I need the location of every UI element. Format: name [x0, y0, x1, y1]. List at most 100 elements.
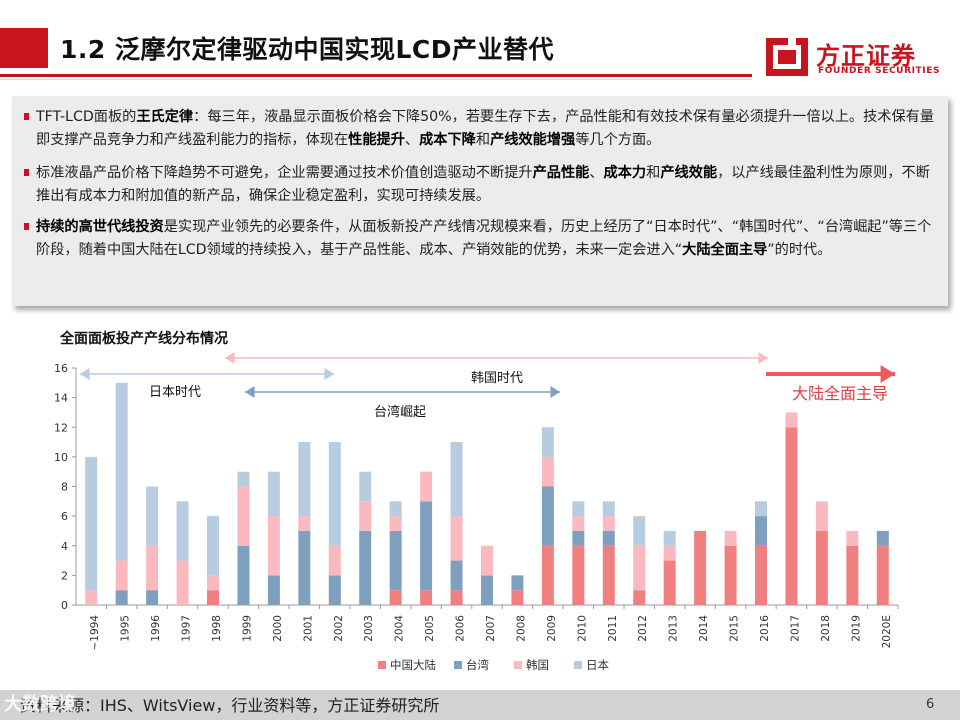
bar-segment-韩国 [785, 412, 798, 428]
chart-title: 全面面板投产产线分布情况 [60, 331, 228, 347]
bar-segment-中国大陆 [207, 590, 219, 605]
bar-segment-日本 [146, 486, 159, 546]
bar-segment-日本 [450, 442, 463, 517]
emphasis-text: 产线效能增强 [490, 132, 576, 148]
x-tick-label: 2020E [881, 615, 893, 648]
y-tick-label: 0 [61, 599, 68, 612]
era-arrow-head [245, 386, 255, 398]
bar-segment-台湾 [359, 530, 372, 605]
bar-segment-日本 [115, 382, 128, 561]
bar-segment-韩国 [420, 471, 433, 502]
bullet-icon [24, 169, 29, 176]
bar-segment-中国大陆 [602, 545, 615, 605]
x-tick-label: 2007 [485, 615, 497, 642]
bar-segment-日本 [328, 442, 341, 546]
bar-segment-中国大陆 [663, 560, 676, 605]
x-tick-label: 1999 [241, 615, 253, 642]
bar-segment-韩国 [389, 516, 402, 531]
bar-segment-台湾 [298, 530, 311, 605]
y-tick-label: 14 [54, 392, 68, 405]
summary-textbox: TFT-LCD面板的王氏定律：每三年，液晶显示面板价格会下降50%，若要生存下去… [12, 96, 948, 306]
legend-label: 中国大陆 [390, 658, 436, 672]
stacked-bar-chart: 0 2 4 6 8 10 12 14 16 ~1994 1995 1996 1997 1998 1999 20… [54, 352, 899, 672]
x-tick-label: 2004 [394, 615, 406, 642]
body-text: 和 [646, 165, 661, 181]
bar-segment-韩国 [359, 501, 372, 531]
x-tick-label: 2010 [576, 615, 588, 642]
legend-swatch [378, 661, 386, 669]
emphasis-text: 持续的高世代线投资 [36, 219, 164, 235]
bar-segment-韩国 [846, 530, 859, 546]
bar-segment-韩国 [267, 516, 280, 576]
bullet-icon [24, 113, 29, 120]
emphasis-text: 性能提升 [348, 132, 405, 148]
bar-segment-中国大陆 [450, 590, 463, 605]
legend-label: 韩国 [526, 658, 549, 672]
x-tick-label: 2001 [302, 615, 314, 642]
body-text: 等几个方面。 [575, 132, 661, 148]
bar-segment-日本 [602, 501, 615, 517]
bar-segment-韩国 [298, 516, 311, 531]
watermark: 大数跨境 [4, 694, 76, 715]
page-number: 6 [926, 697, 935, 712]
x-tick-label: 2017 [789, 615, 801, 642]
bar-segment-韩国 [450, 516, 463, 561]
body-text: 、 [589, 165, 604, 181]
bar-segment-日本 [85, 456, 98, 591]
x-tick-label: 2006 [455, 615, 467, 642]
bar-segment-中国大陆 [389, 590, 402, 605]
body-text: TFT-LCD面板的 [36, 109, 137, 125]
x-tick-label: 2003 [363, 615, 375, 642]
bar-segment-韩国 [541, 456, 554, 487]
bar-segment-韩国 [146, 545, 159, 591]
emphasis-text: 成本下降 [419, 132, 476, 148]
bar-segment-中国大陆 [572, 545, 585, 605]
y-tick-label: 4 [61, 540, 68, 553]
x-tick-label: 2013 [668, 615, 680, 642]
bar-segment-韩国 [481, 545, 493, 576]
era-arrow-head [324, 368, 334, 380]
bar-segment-日本 [572, 501, 585, 517]
era-arrow-head [80, 368, 90, 380]
y-tick-label: 10 [54, 451, 68, 464]
bar-segment-中国大陆 [511, 590, 524, 605]
body-text: 标准液晶产品价格下降趋势不可避免，企业需要通过技术价值创造驱动不断提升 [36, 165, 533, 181]
bar-segment-台湾 [541, 486, 554, 546]
x-tick-label: 2005 [424, 615, 436, 642]
bar-segment-台湾 [602, 530, 615, 546]
bar-segment-日本 [541, 427, 554, 457]
era-label: 台湾崛起 [374, 404, 426, 420]
logo-english-name: FOUNDER SECURITIES [818, 66, 941, 76]
x-tick-label: 2019 [850, 615, 862, 642]
era-arrow-head [550, 386, 560, 398]
bar-segment-台湾 [481, 575, 493, 605]
bar-segment-韩国 [207, 575, 219, 591]
era-label: 日本时代 [149, 385, 201, 400]
x-tick-label: 2018 [820, 615, 832, 642]
x-tick-label: 2002 [333, 615, 345, 642]
bar-segment-日本 [267, 471, 280, 517]
legend-label: 台湾 [466, 658, 489, 672]
emphasis-text: 王氏定律 [136, 109, 194, 125]
bar-segment-中国大陆 [694, 530, 707, 605]
company-logo: 方正证券 FOUNDER SECURITIES [766, 36, 946, 82]
bar-segment-韩国 [724, 530, 737, 546]
era-arrow-head [225, 352, 235, 364]
bar-segment-台湾 [420, 501, 433, 591]
paragraph-1: TFT-LCD面板的王氏定律：每三年，液晶显示面板价格会下降50%，若要生存下去… [24, 106, 938, 152]
emphasis-text: 成本力 [603, 165, 647, 181]
bullet-icon [24, 223, 29, 230]
bar-segment-台湾 [328, 575, 341, 605]
body-text: ”的时代。 [767, 242, 832, 258]
legend-swatch [574, 661, 582, 669]
page-title: 1.2 泛摩尔定律驱动中国实现LCD产业替代 [60, 35, 555, 64]
body-text: 和 [475, 132, 491, 148]
era-arrow-head [880, 365, 895, 383]
bar-segment-中国大陆 [785, 427, 798, 605]
x-tick-label: 2008 [515, 615, 527, 642]
x-tick-label: 2015 [729, 615, 741, 642]
paragraph-text: 标准液晶产品价格下降趋势不可避免，企业需要通过技术价值创造驱动不断提升产品性能、… [36, 162, 938, 208]
bar-segment-韩国 [633, 545, 646, 591]
legend-swatch [454, 661, 462, 669]
paragraph-2: 标准液晶产品价格下降趋势不可避免，企业需要通过技术价值创造驱动不断提升产品性能、… [24, 162, 938, 208]
